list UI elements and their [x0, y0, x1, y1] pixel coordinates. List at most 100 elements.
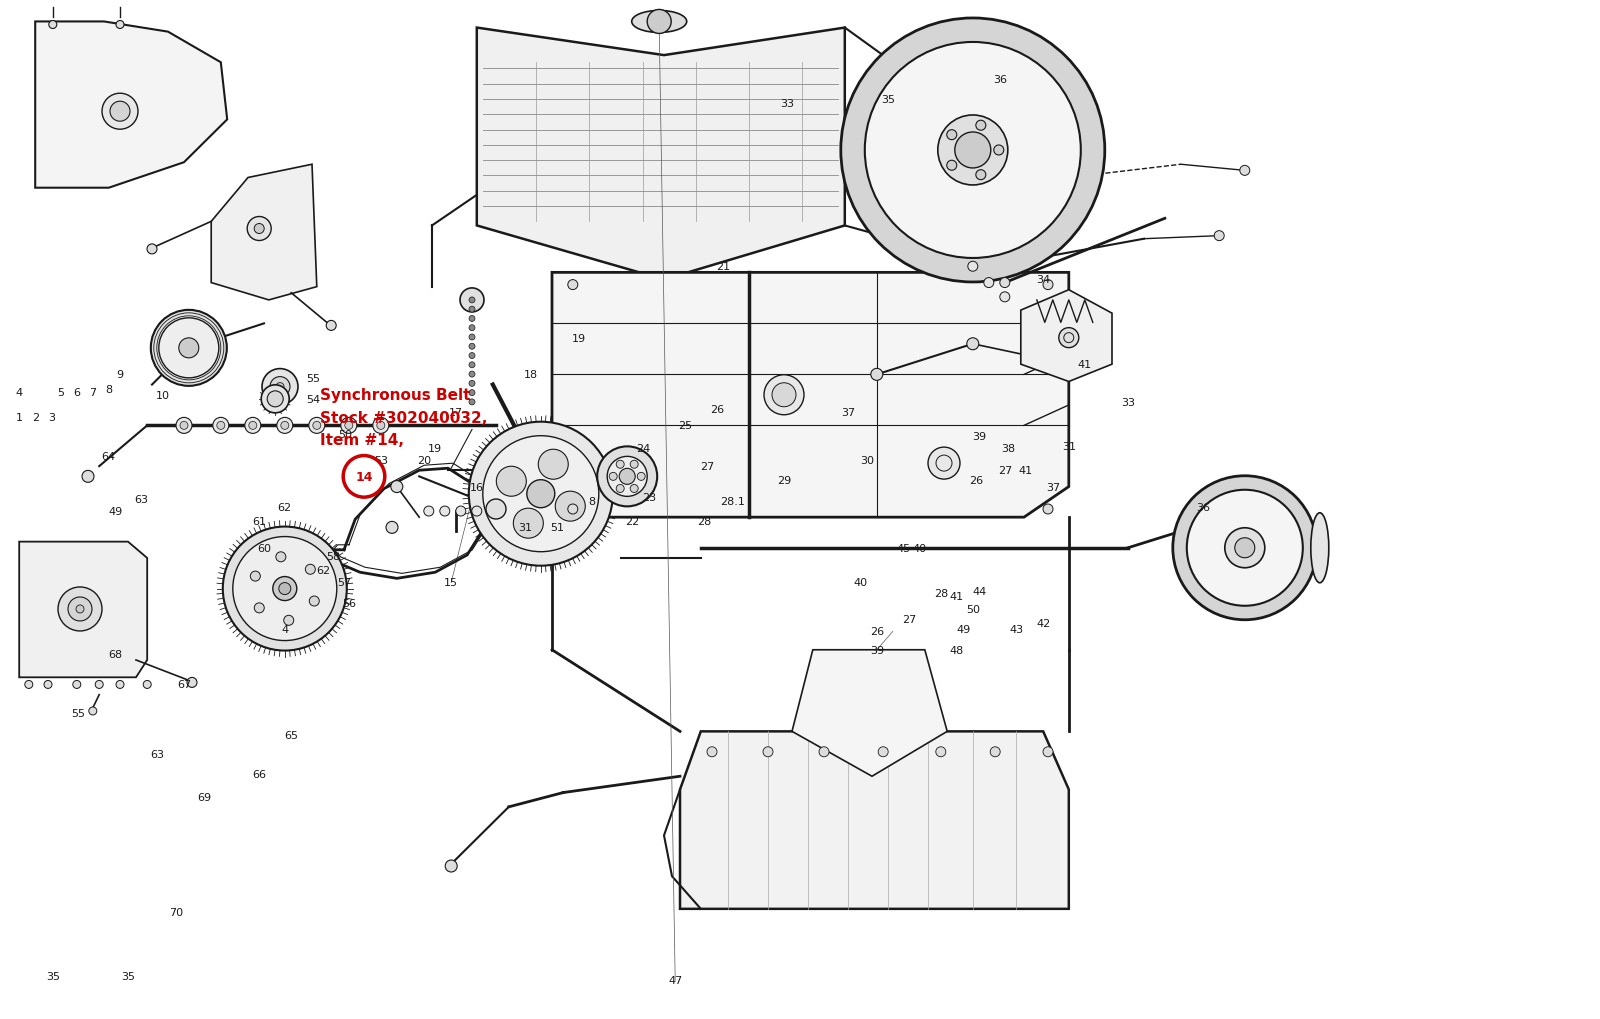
Text: 62: 62 — [278, 502, 291, 513]
Text: 17: 17 — [450, 408, 462, 418]
Text: 2: 2 — [32, 413, 38, 423]
Text: 8: 8 — [106, 384, 112, 394]
Text: 44: 44 — [973, 586, 986, 596]
Circle shape — [608, 457, 646, 497]
Circle shape — [283, 615, 294, 626]
Circle shape — [45, 681, 51, 689]
Circle shape — [386, 522, 398, 534]
Circle shape — [1214, 231, 1224, 242]
Circle shape — [74, 681, 80, 689]
Text: 63: 63 — [150, 749, 163, 759]
Circle shape — [250, 572, 261, 582]
Text: Item #14,: Item #14, — [320, 433, 403, 447]
Circle shape — [232, 537, 338, 641]
Text: 21: 21 — [717, 262, 730, 272]
Circle shape — [254, 603, 264, 613]
Circle shape — [270, 377, 290, 397]
Circle shape — [309, 596, 320, 606]
Text: 42: 42 — [1037, 619, 1050, 629]
Circle shape — [96, 681, 102, 689]
Circle shape — [213, 418, 229, 434]
Circle shape — [1211, 512, 1227, 528]
Circle shape — [278, 583, 291, 595]
Circle shape — [50, 21, 58, 30]
Circle shape — [763, 747, 773, 757]
Polygon shape — [680, 732, 1069, 909]
Ellipse shape — [632, 11, 686, 34]
Circle shape — [115, 21, 125, 30]
Circle shape — [309, 418, 325, 434]
Polygon shape — [1021, 290, 1112, 382]
Text: 25: 25 — [678, 421, 691, 431]
Circle shape — [67, 597, 93, 622]
Text: 6: 6 — [74, 387, 80, 397]
Text: 49: 49 — [957, 625, 970, 635]
Text: 29: 29 — [778, 476, 790, 486]
Circle shape — [245, 418, 261, 434]
Circle shape — [637, 473, 645, 481]
Circle shape — [472, 506, 482, 517]
Polygon shape — [35, 22, 227, 189]
Text: 14: 14 — [355, 471, 373, 483]
Circle shape — [469, 354, 475, 359]
Circle shape — [469, 325, 475, 331]
Circle shape — [1043, 280, 1053, 290]
Circle shape — [947, 161, 957, 171]
Text: 26: 26 — [870, 627, 883, 637]
Text: 67: 67 — [178, 680, 190, 690]
Text: 40: 40 — [854, 578, 867, 588]
Circle shape — [928, 447, 960, 480]
Circle shape — [314, 422, 320, 430]
Circle shape — [968, 262, 978, 272]
Circle shape — [597, 447, 658, 506]
Circle shape — [469, 334, 475, 340]
Text: 50: 50 — [966, 604, 979, 614]
Circle shape — [1000, 278, 1010, 288]
Text: 41: 41 — [1019, 466, 1032, 476]
Circle shape — [77, 605, 83, 613]
Circle shape — [469, 390, 475, 396]
Circle shape — [630, 485, 638, 493]
Text: 26: 26 — [970, 476, 982, 486]
Circle shape — [102, 94, 138, 130]
Circle shape — [1226, 528, 1264, 569]
Circle shape — [179, 338, 198, 359]
Circle shape — [984, 278, 994, 288]
Text: 33: 33 — [781, 99, 794, 109]
Text: Stock #302040032,: Stock #302040032, — [320, 411, 488, 425]
Text: 23: 23 — [643, 492, 656, 502]
Circle shape — [469, 344, 475, 350]
Circle shape — [538, 449, 568, 480]
Circle shape — [461, 288, 483, 313]
Circle shape — [610, 473, 618, 481]
Circle shape — [555, 492, 586, 522]
Circle shape — [147, 245, 157, 255]
Text: 37: 37 — [1046, 482, 1059, 492]
Circle shape — [275, 552, 286, 562]
Circle shape — [976, 121, 986, 131]
Circle shape — [158, 319, 219, 378]
Text: 63: 63 — [134, 494, 147, 504]
Text: 24: 24 — [637, 443, 650, 453]
Text: 54: 54 — [307, 394, 320, 405]
Text: 36: 36 — [994, 74, 1006, 85]
Text: 7: 7 — [90, 387, 96, 397]
Circle shape — [936, 747, 946, 757]
Circle shape — [187, 678, 197, 688]
Circle shape — [110, 102, 130, 122]
Circle shape — [514, 508, 544, 539]
Text: 9: 9 — [117, 370, 123, 380]
Text: 70: 70 — [170, 907, 182, 917]
Polygon shape — [211, 165, 317, 301]
Circle shape — [568, 504, 578, 515]
Circle shape — [58, 587, 102, 632]
Text: 28: 28 — [698, 517, 710, 527]
Text: 4: 4 — [16, 387, 22, 397]
Circle shape — [771, 383, 797, 408]
Circle shape — [150, 311, 227, 386]
Text: 30: 30 — [861, 455, 874, 466]
Circle shape — [326, 321, 336, 331]
Text: 43: 43 — [1010, 625, 1022, 635]
Circle shape — [870, 369, 883, 381]
Circle shape — [222, 527, 347, 651]
